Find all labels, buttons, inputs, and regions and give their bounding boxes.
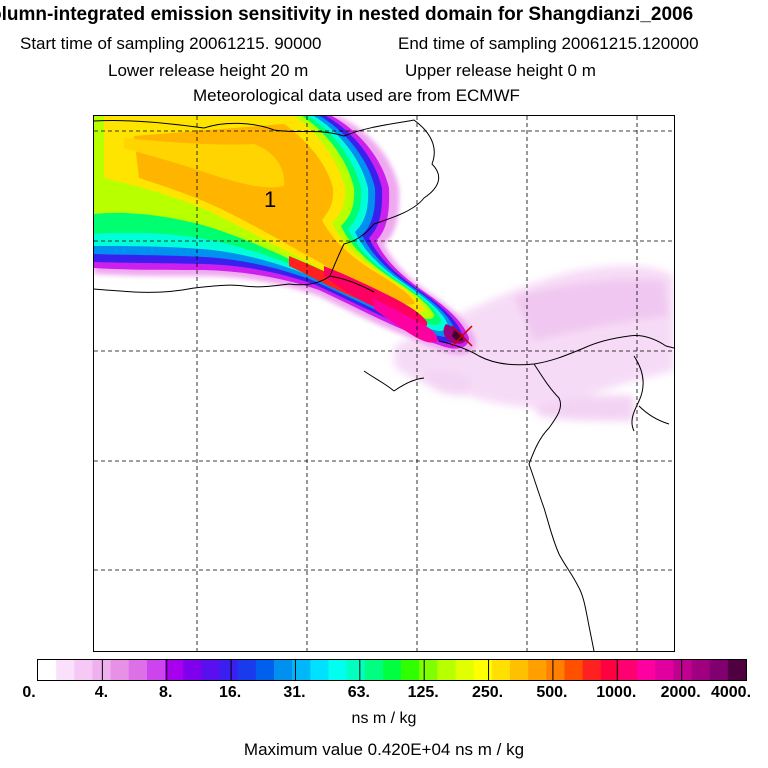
colorbar-swatch xyxy=(346,660,366,680)
colorbar-swatches xyxy=(38,660,746,680)
colorbar-swatch xyxy=(255,660,275,680)
start-time-label: Start time of sampling 20061215. 90000 xyxy=(20,34,322,53)
upper-release-label: Upper release height 0 m xyxy=(405,61,596,80)
colorbar-swatch xyxy=(382,660,402,680)
colorbar-tick-label: 2000. xyxy=(660,684,701,701)
colorbar-tick-label: 125. xyxy=(407,684,439,701)
colorbar-swatch xyxy=(691,660,711,680)
colorbar-swatch xyxy=(274,660,293,680)
contour-label: 1 xyxy=(264,187,276,212)
colorbar-swatch xyxy=(437,660,457,680)
colorbar-tick-label: 8. xyxy=(159,684,173,701)
colorbar-tick-label: 31. xyxy=(283,684,306,701)
emission-map: 1 xyxy=(94,116,674,651)
map-panel: 1 xyxy=(93,115,675,652)
colorbar-swatch xyxy=(419,660,438,680)
main-plume xyxy=(94,116,476,355)
colorbar-swatch xyxy=(655,660,674,680)
colorbar-swatch xyxy=(219,660,239,680)
grid-lines xyxy=(94,116,674,651)
faint-plume xyxy=(394,265,674,421)
colorbar-swatch xyxy=(146,660,166,680)
colorbar-tick-label: 250. xyxy=(471,684,504,701)
colorbar-swatch xyxy=(128,660,148,680)
met-data-label: Meteorological data used are from ECMWF xyxy=(193,86,520,105)
colorbar-swatch xyxy=(74,660,93,680)
colorbar-swatch xyxy=(673,660,693,680)
colorbar-swatch xyxy=(364,660,384,680)
colorbar-swatch xyxy=(201,660,221,680)
colorbar-tick-label: 63. xyxy=(347,684,370,701)
units-label: ns m / kg xyxy=(351,710,417,727)
colorbar-swatch xyxy=(473,660,493,680)
colorbar-swatch xyxy=(582,660,602,680)
colorbar-swatch xyxy=(328,660,348,680)
colorbar-swatch xyxy=(546,660,565,680)
colorbar-swatch xyxy=(709,660,729,680)
colorbar-swatch xyxy=(292,660,311,680)
colorbar-swatch xyxy=(401,660,420,680)
colorbar-swatch xyxy=(637,660,656,680)
max-value-label: Maximum value 0.420E+04 ns m / kg xyxy=(243,740,525,759)
colorbar-swatch xyxy=(491,660,511,680)
colorbar-tick-label: 0. xyxy=(22,684,36,701)
colorbar-swatch xyxy=(183,660,202,680)
colorbar xyxy=(37,659,747,681)
colorbar-swatch xyxy=(618,660,638,680)
end-time-label: End time of sampling 20061215.120000 xyxy=(398,34,699,53)
colorbar-tick-label: 16. xyxy=(218,684,242,701)
colorbar-tick-label: 4. xyxy=(94,684,109,701)
colorbar-swatch xyxy=(165,660,184,680)
colorbar-swatch xyxy=(56,660,75,680)
receptor-x-marker-icon xyxy=(451,325,473,347)
colorbar-swatch xyxy=(110,660,130,680)
colorbar-swatch xyxy=(92,660,112,680)
chart-title: olumn-integrated emission sensitivity in… xyxy=(0,4,694,25)
colorbar-tick-label: 1000. xyxy=(596,684,637,701)
colorbar-swatch xyxy=(455,660,475,680)
colorbar-swatch xyxy=(727,660,746,680)
colorbar-swatch xyxy=(310,660,329,680)
colorbar-tick-label: 4000. xyxy=(710,684,752,701)
coastline xyxy=(94,119,674,651)
colorbar-swatch xyxy=(600,660,620,680)
lower-release-label: Lower release height 20 m xyxy=(108,61,309,80)
colorbar-tick-label: 500. xyxy=(536,684,568,701)
colorbar-swatch xyxy=(510,660,529,680)
colorbar-swatch xyxy=(528,660,547,680)
colorbar-swatch xyxy=(237,660,257,680)
colorbar-swatch xyxy=(38,660,57,680)
colorbar-swatch xyxy=(564,660,584,680)
